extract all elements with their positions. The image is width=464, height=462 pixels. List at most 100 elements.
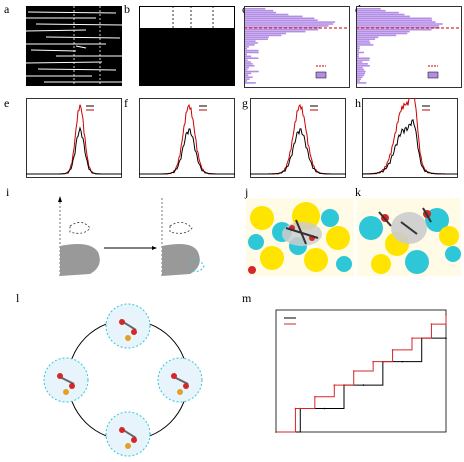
panel-d-histogram: [356, 6, 462, 88]
data-point: [275, 431, 277, 433]
histogram-bar: [357, 21, 436, 23]
histogram-bar: [245, 30, 306, 33]
histogram-bar: [357, 65, 370, 67]
histogram-bar: [357, 57, 370, 59]
histogram-bar: [245, 74, 249, 77]
histogram-bar: [357, 70, 366, 73]
histogram-bar: [357, 19, 433, 21]
panel-label-l: l: [16, 291, 20, 305]
data-point: [411, 337, 413, 339]
histogram-bar: [357, 72, 366, 75]
panel-j-orbital: [246, 198, 354, 276]
data-point: [294, 407, 297, 410]
panel-h-spectrum: [362, 98, 458, 178]
histogram-bar: [245, 59, 248, 61]
data-point: [372, 360, 374, 363]
histogram-bar: [245, 53, 247, 56]
histogram-bar: [245, 80, 248, 82]
panel-e-spectrum: [26, 98, 122, 178]
histogram-bar: [357, 82, 367, 84]
panel-label-m: m: [242, 291, 252, 305]
histogram-bar: [357, 8, 381, 10]
histogram-bar: [245, 25, 329, 27]
panel-label-e: e: [4, 96, 10, 110]
histogram-bar: [357, 38, 376, 40]
histogram-bar: [357, 61, 363, 63]
data-point: [445, 313, 447, 316]
histogram-bar: [357, 11, 399, 14]
histogram-bar: [245, 55, 252, 58]
histogram-bar: [245, 21, 336, 23]
data-point: [323, 407, 326, 410]
histogram-bar: [245, 63, 253, 65]
histogram-bar: [245, 65, 255, 67]
histogram-bar: [357, 55, 359, 58]
data-point: [314, 396, 316, 398]
panel-label-h: h: [355, 96, 361, 110]
histogram-bar: [357, 40, 370, 42]
histogram-bar: [245, 70, 259, 73]
panel-g-spectrum: [250, 98, 346, 178]
histogram-bar: [245, 61, 251, 63]
panel-b-image: [139, 6, 235, 86]
histogram-bar: [357, 25, 440, 27]
histogram-bar: [357, 47, 360, 50]
histogram-bar: [357, 78, 362, 80]
histogram-bar: [245, 15, 303, 18]
data-point: [333, 384, 336, 386]
data-point: [362, 384, 365, 386]
histogram-bar: [245, 23, 334, 25]
histogram-bar: [245, 49, 259, 52]
panel-f-spectrum: [139, 98, 235, 178]
data-point: [445, 337, 447, 339]
histogram-bar: [245, 32, 287, 35]
panel-i-schematic: [30, 190, 230, 280]
histogram-bar: [245, 44, 255, 46]
histogram-bar: [357, 80, 360, 82]
panel-c-histogram: [244, 6, 350, 88]
histogram-bar: [245, 28, 319, 31]
data-point: [401, 360, 404, 363]
panel-label-i: i: [6, 185, 10, 199]
histogram-bar: [357, 53, 359, 56]
panel-label-b: b: [124, 2, 130, 16]
panel-label-k: k: [355, 185, 361, 199]
panel-label-g: g: [242, 96, 248, 110]
data-point: [352, 370, 355, 372]
histogram-bar: [357, 44, 374, 46]
histogram-bar: [245, 27, 321, 29]
histogram-bar: [245, 38, 268, 40]
histogram-bar: [357, 42, 371, 44]
histogram-bar: [245, 47, 247, 50]
panel-label-j: j: [245, 185, 249, 199]
histogram-bar: [245, 78, 250, 80]
histogram-bar: [357, 17, 432, 20]
histogram-bar: [357, 34, 397, 37]
histogram-bar: [357, 23, 443, 25]
histogram-bar: [357, 63, 368, 65]
histogram-bar: [357, 15, 410, 18]
histogram-bar: [357, 59, 370, 61]
panel-l-cycle-diagram: [20, 298, 236, 458]
histogram-bar: [357, 66, 363, 69]
histogram-bar: [357, 32, 408, 35]
histogram-bar: [245, 72, 252, 75]
histogram-bar: [245, 13, 289, 16]
histogram-bar: [357, 13, 405, 16]
histogram-bar: [245, 68, 248, 71]
panel-label-a: a: [4, 2, 10, 16]
histogram-bar: [245, 34, 282, 37]
histogram-bar: [245, 76, 253, 78]
histogram-bar: [245, 82, 256, 84]
histogram-bar: [357, 76, 363, 78]
histogram-bar: [245, 36, 269, 39]
histogram-bar: [245, 9, 274, 12]
histogram-bar: [357, 30, 410, 33]
histogram-bar: [357, 51, 364, 54]
panel-label-f: f: [124, 96, 128, 110]
histogram-bar: [245, 46, 249, 48]
panel-a-image: [26, 6, 122, 86]
histogram-bar: [245, 42, 258, 44]
histogram-bar: [357, 28, 432, 31]
histogram-bar: [245, 11, 277, 14]
